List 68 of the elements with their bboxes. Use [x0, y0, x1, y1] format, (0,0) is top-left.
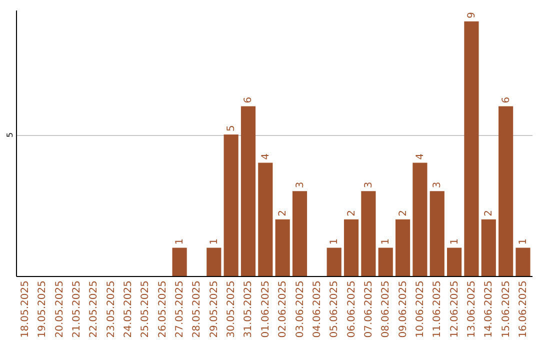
bar: [240, 106, 256, 276]
x-tick-label: 29.05.2025: [208, 280, 220, 338]
x-tick-label: 25.05.2025: [140, 280, 152, 338]
data-label: 1: [329, 238, 340, 245]
x-tick-label: 20.05.2025: [54, 280, 66, 338]
data-label: 5: [226, 125, 238, 132]
x-tick-label: 10.06.2025: [414, 280, 426, 338]
x-tick-label: 01.06.2025: [260, 280, 272, 338]
x-tick-label: 11.06.2025: [432, 280, 444, 338]
bar: [378, 248, 393, 276]
data-label: 1: [208, 238, 220, 245]
data-label: 4: [260, 153, 272, 160]
data-label: 2: [278, 210, 289, 216]
x-tick-label: 31.05.2025: [243, 280, 254, 338]
data-label: 6: [243, 96, 254, 104]
bar: [206, 248, 222, 276]
x-tick-label: 13.06.2025: [466, 280, 478, 338]
x-tick-label: 12.06.2025: [449, 280, 460, 338]
bar: [412, 162, 428, 276]
x-tick-label: 04.06.2025: [312, 280, 323, 338]
bar: [464, 21, 479, 276]
x-tick-label: 15.06.2025: [500, 280, 512, 338]
x-tick-label: 16.06.2025: [518, 280, 529, 338]
bar: [344, 219, 359, 276]
bar: [172, 248, 187, 276]
x-tick-label: 14.06.2025: [484, 280, 495, 338]
bar: [224, 134, 238, 276]
data-label: 1: [380, 238, 392, 245]
data-label: 9: [466, 12, 478, 18]
data-label: 1: [518, 238, 529, 245]
x-tick-label: 26.05.2025: [157, 280, 168, 338]
bar: [430, 191, 444, 276]
bar: [498, 106, 514, 276]
bar: [275, 219, 290, 276]
data-label: 1: [449, 238, 460, 245]
bar: [395, 219, 410, 276]
data-label: 3: [363, 182, 374, 188]
x-tick-label: 21.05.2025: [72, 280, 83, 338]
x-tick-label: 05.06.2025: [329, 280, 340, 338]
x-tick-label: 06.06.2025: [346, 280, 358, 338]
bar: [326, 248, 342, 276]
x-tick-label: 09.06.2025: [398, 280, 409, 338]
data-label: 3: [294, 182, 306, 188]
data-label: 6: [500, 96, 512, 104]
x-tick-label: 24.05.2025: [123, 280, 134, 338]
x-tick-label: 28.05.2025: [192, 280, 203, 338]
x-tick-label: 22.05.2025: [88, 280, 100, 338]
bar: [292, 191, 308, 276]
x-tick-label: 23.05.2025: [106, 280, 117, 338]
bar: [481, 219, 496, 276]
data-label: 2: [484, 210, 495, 216]
data-label: 3: [432, 182, 444, 188]
bar: [447, 248, 462, 276]
bar: [516, 248, 530, 276]
x-tick-label: 08.06.2025: [380, 280, 392, 338]
data-label: 2: [346, 210, 358, 216]
data-label: 4: [414, 153, 426, 160]
x-tick-label: 19.05.2025: [37, 280, 48, 338]
x-tick-label: 02.06.2025: [278, 280, 289, 338]
bar: [258, 162, 273, 276]
x-tick-label: 07.06.2025: [363, 280, 374, 338]
x-tick-label: 27.05.2025: [174, 280, 186, 338]
bar: [361, 191, 376, 276]
x-tick-label: 30.05.2025: [226, 280, 238, 338]
x-tick-label: 18.05.2025: [20, 280, 32, 338]
data-label: 1: [174, 238, 186, 245]
data-label: 2: [398, 210, 409, 216]
x-tick-label: 03.06.2025: [294, 280, 306, 338]
